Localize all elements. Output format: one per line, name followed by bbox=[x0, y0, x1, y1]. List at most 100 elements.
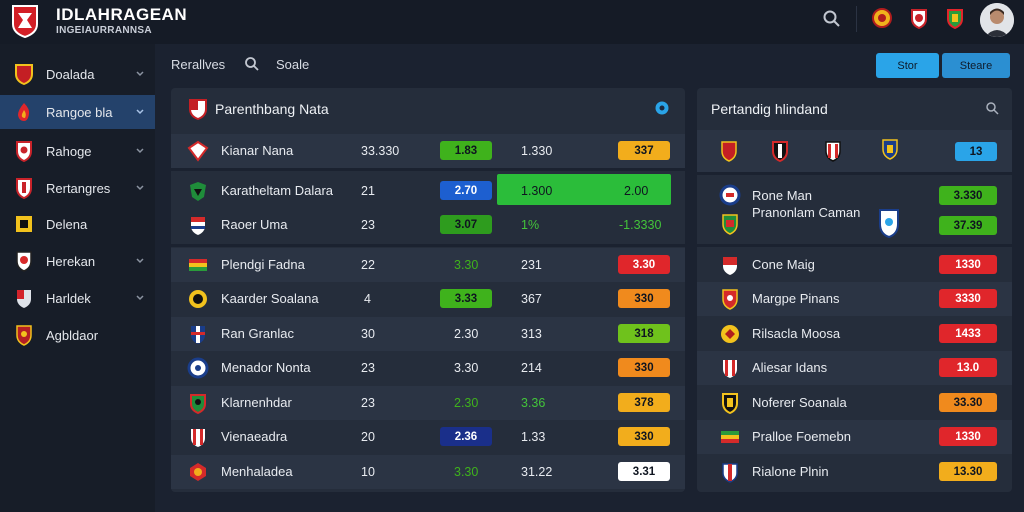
club-badge-icon[interactable] bbox=[908, 7, 930, 29]
standings-panel: Pertandig hlindand 13 Rone Man 3.330 Pra… bbox=[697, 88, 1012, 492]
team-name: Raoer Uma bbox=[221, 217, 288, 232]
stat-value: 3.36 bbox=[521, 396, 546, 410]
club-crest-icon bbox=[719, 184, 741, 206]
club-crest-icon[interactable] bbox=[718, 140, 740, 162]
table-row[interactable]: Plendgi Fadna 22 3.30 231 3.30 bbox=[171, 248, 685, 282]
team-name: Karatheltam Dalara bbox=[221, 183, 333, 198]
table-row[interactable]: Rilsacla Moosa 1433 bbox=[697, 317, 1012, 351]
club-crest-icon bbox=[189, 290, 207, 308]
stat-value: 313 bbox=[521, 327, 542, 341]
team-name: Aliesar Idans bbox=[752, 360, 828, 375]
club-crest-icon[interactable] bbox=[822, 140, 844, 162]
team-name: Kianar Nana bbox=[221, 143, 294, 158]
sidebar-item-rangoe-bla[interactable]: Rangoe bla bbox=[0, 95, 155, 129]
search-icon[interactable] bbox=[822, 9, 842, 29]
table-row[interactable]: Menhaladea 10 3.30 31.22 3.31 bbox=[171, 455, 685, 489]
secondary-button[interactable]: Steare bbox=[942, 53, 1010, 78]
club-badge-icon[interactable] bbox=[944, 7, 966, 29]
table-row[interactable]: Raoer Uma 23 3.07 1% -1.3330 bbox=[171, 208, 685, 242]
search-icon[interactable] bbox=[244, 56, 260, 72]
stat-value: 20 bbox=[361, 430, 375, 444]
sidebar-item-herekan[interactable]: Herekan bbox=[0, 244, 155, 278]
table-row[interactable]: Kaarder Soalana 4 3.33 367 330 bbox=[171, 282, 685, 316]
table-row[interactable]: Vienaeadra 20 2.36 1.33 330 bbox=[171, 420, 685, 454]
odds-pill[interactable]: 3.07 bbox=[440, 215, 492, 234]
stat-value: 367 bbox=[521, 292, 542, 306]
odds-pill[interactable]: 337 bbox=[618, 141, 670, 160]
table-row[interactable]: Noferer Soanala 33.30 bbox=[697, 386, 1012, 420]
brand-logo-icon[interactable] bbox=[10, 4, 40, 38]
team-name: Kaarder Soalana bbox=[221, 291, 319, 306]
matches-panel-title: Parenthbang Nata bbox=[215, 101, 329, 117]
club-crest-icon[interactable] bbox=[879, 138, 901, 160]
table-row[interactable]: Rialone Plnin 13.30 bbox=[697, 455, 1012, 489]
top-divider bbox=[856, 6, 857, 32]
sidebar-item-doalada[interactable]: Doalada bbox=[0, 57, 155, 91]
table-row[interactable]: Aliesar Idans 13.0 bbox=[697, 351, 1012, 385]
table-row[interactable]: Pralloe Foemebn 1330 bbox=[697, 420, 1012, 454]
stat-value: 1.330 bbox=[521, 144, 553, 158]
team-name: Ran Granlac bbox=[221, 326, 294, 341]
odds-pill[interactable]: 2.70 bbox=[440, 181, 492, 200]
points-pill[interactable]: 13.30 bbox=[939, 462, 997, 481]
odds-pill[interactable]: 3.31 bbox=[618, 462, 670, 481]
sidebar-item-delena[interactable]: Delena bbox=[0, 207, 155, 241]
table-row[interactable]: Rone Man 3.330 bbox=[697, 180, 1012, 210]
team-name: Menador Nonta bbox=[221, 360, 311, 375]
team-name: Pralloe Foemebn bbox=[752, 429, 851, 444]
count-badge[interactable]: 13 bbox=[955, 142, 997, 161]
user-avatar[interactable] bbox=[980, 3, 1014, 37]
team-name: Noferer Soanala bbox=[752, 395, 847, 410]
table-row[interactable]: Cone Maig 1330 bbox=[697, 248, 1012, 282]
points-pill[interactable]: 37.39 bbox=[939, 216, 997, 235]
odds-pill[interactable]: 330 bbox=[618, 358, 670, 377]
table-row[interactable]: Pranonlam Caman 37.39 bbox=[697, 205, 1012, 242]
odds-pill[interactable]: 318 bbox=[618, 324, 670, 343]
odds-pill[interactable]: 1.83 bbox=[440, 141, 492, 160]
sidebar-item-rertangres[interactable]: Rertangres bbox=[0, 171, 155, 205]
stat-value: 2.30 bbox=[454, 327, 479, 341]
odds-pill[interactable]: 3.30 bbox=[618, 255, 670, 274]
odds-pill[interactable]: 3.33 bbox=[440, 289, 492, 308]
club-crest-icon[interactable] bbox=[769, 140, 791, 162]
sidebar-item-harldek[interactable]: Harldek bbox=[0, 281, 155, 315]
odds-pill[interactable]: 330 bbox=[618, 427, 670, 446]
points-pill[interactable]: 13.0 bbox=[939, 358, 997, 377]
tab-soale[interactable]: Soale bbox=[276, 57, 310, 72]
table-row[interactable]: Klarnenhdar 23 2.30 3.36 378 bbox=[171, 386, 685, 420]
points-pill[interactable]: 33.30 bbox=[939, 393, 997, 412]
sidebar: Doalada Rangoe bla Rahoge Rertangres Del… bbox=[0, 44, 155, 512]
points-pill[interactable]: 1330 bbox=[939, 427, 997, 446]
odds-pill[interactable]: 2.36 bbox=[440, 427, 492, 446]
club-crest-icon bbox=[191, 217, 205, 235]
table-row[interactable]: Ran Granlac 30 2.30 313 318 bbox=[171, 317, 685, 351]
odds-pill[interactable]: 378 bbox=[618, 393, 670, 412]
info-icon[interactable] bbox=[655, 101, 669, 115]
club-crest-icon bbox=[191, 326, 205, 344]
team-name: Vienaeadra bbox=[221, 429, 288, 444]
club-crest-icon bbox=[722, 214, 738, 235]
table-row[interactable]: Karatheltam Dalara 21 2.70 1.300 2.00 bbox=[171, 174, 685, 208]
points-pill[interactable]: 3.330 bbox=[939, 186, 997, 205]
club-crest-icon bbox=[189, 259, 207, 271]
search-icon[interactable] bbox=[985, 101, 999, 115]
tab-rerallves[interactable]: Rerallves bbox=[171, 57, 226, 72]
brand-title: IDLAHRAGEAN bbox=[56, 5, 188, 24]
odds-pill[interactable]: 330 bbox=[618, 289, 670, 308]
table-row[interactable]: Menador Nonta 23 3.30 214 330 bbox=[171, 351, 685, 385]
stat-value: 1% bbox=[521, 218, 540, 232]
club-crest-icon bbox=[190, 182, 206, 201]
stat-value: 3.30 bbox=[454, 465, 479, 479]
sidebar-item-rahoge[interactable]: Rahoge bbox=[0, 134, 155, 168]
points-pill[interactable]: 3330 bbox=[939, 289, 997, 308]
table-row[interactable]: Margpe Pinans 3330 bbox=[697, 282, 1012, 316]
team-name: Rilsacla Moosa bbox=[752, 326, 841, 341]
points-pill[interactable]: 1433 bbox=[939, 324, 997, 343]
stat-value: 23 bbox=[361, 361, 375, 375]
club-badge-icon[interactable] bbox=[871, 7, 893, 29]
points-pill[interactable]: 1330 bbox=[939, 255, 997, 274]
primary-button[interactable]: Stor bbox=[876, 53, 939, 78]
table-row[interactable]: Kianar Nana 33.330 1.83 1.330 337 bbox=[171, 134, 685, 168]
team-name: Rialone Plnin bbox=[752, 464, 829, 479]
sidebar-item-agbldaor[interactable]: Agbldaor bbox=[0, 318, 155, 352]
